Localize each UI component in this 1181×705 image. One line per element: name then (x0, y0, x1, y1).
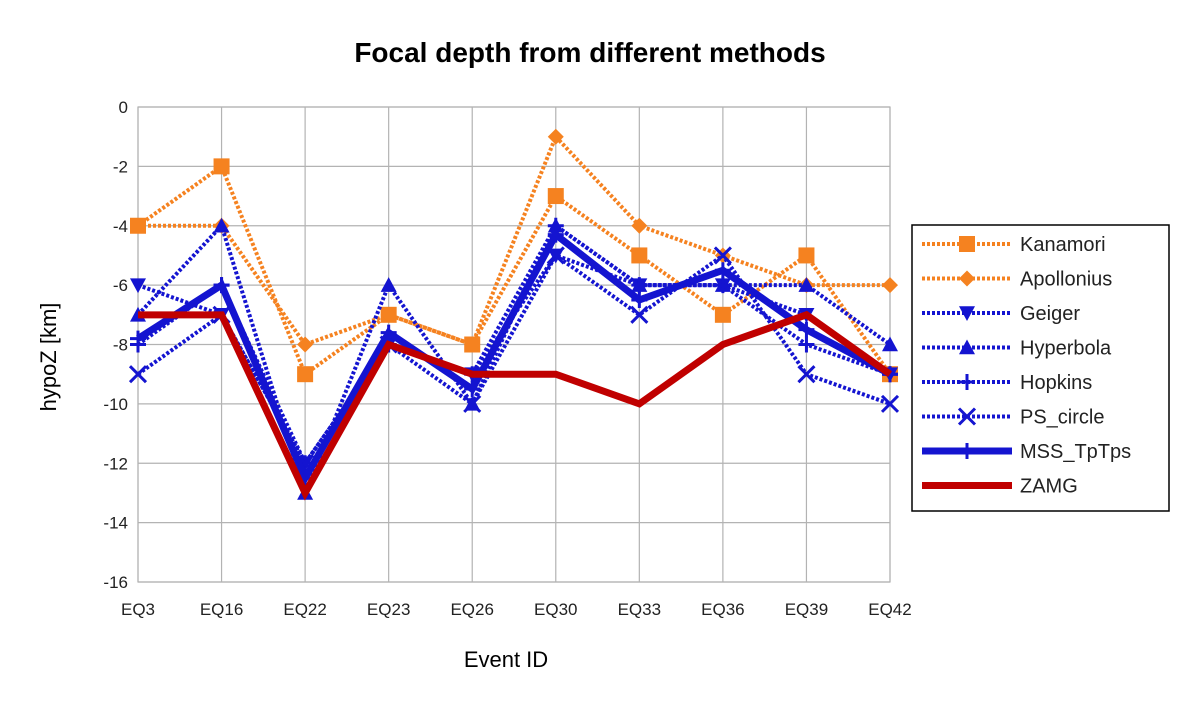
series-line (138, 310, 893, 501)
data-point (380, 324, 397, 341)
data-point (128, 365, 148, 384)
x-tick-label: EQ30 (534, 600, 577, 619)
data-point (959, 270, 975, 287)
legend-box (911, 224, 1170, 512)
series-mss-tptps (130, 226, 898, 487)
y-tick-label: -10 (103, 395, 128, 414)
y-axis-ticks: 0 -2 -4 -6 -8 -10 -12 -14 -16 (103, 98, 128, 592)
x-tick-label: EQ23 (367, 600, 410, 619)
legend-label: Geiger (1020, 303, 1080, 325)
legend-entry: Kanamori (922, 234, 1106, 256)
data-point (631, 217, 648, 234)
x-axis-ticks: EQ3 EQ16 EQ22 EQ23 EQ26 EQ30 EQ33 EQ36 EQ39 EQ42 (121, 600, 912, 619)
data-point (547, 188, 564, 205)
data-point (547, 128, 564, 145)
data-point (297, 366, 314, 383)
data-point (959, 443, 975, 459)
data-point (380, 306, 397, 323)
data-point (798, 247, 815, 264)
y-tick-label: -14 (103, 514, 128, 533)
data-point (798, 336, 815, 353)
data-point (714, 262, 731, 279)
x-axis-label: Event ID (464, 647, 548, 672)
series-layer (128, 128, 900, 501)
data-point (714, 277, 731, 294)
data-point (380, 277, 397, 292)
data-point (464, 381, 481, 398)
data-point (130, 278, 146, 294)
x-tick-label: EQ39 (785, 600, 828, 619)
legend-entry: Apollonius (922, 269, 1112, 291)
data-point (713, 246, 732, 265)
y-tick-label: -16 (103, 573, 128, 592)
x-tick-label: EQ26 (450, 600, 493, 619)
data-point (213, 158, 230, 175)
data-point (959, 306, 975, 321)
legend-label: Hopkins (1020, 372, 1092, 394)
data-point (130, 217, 146, 234)
y-tick-label: -6 (113, 276, 128, 295)
y-tick-label: -4 (113, 217, 128, 236)
data-point (630, 305, 649, 324)
chart-title: Focal depth from different methods (354, 37, 825, 68)
legend: Kanamori Apollonius Geiger Hyperbola Hopkins… (911, 224, 1170, 512)
legend-entry: ZAMG (922, 476, 1078, 498)
data-point (882, 277, 898, 294)
data-point (957, 407, 977, 426)
y-tick-label: 0 (119, 98, 128, 117)
data-point (714, 306, 731, 323)
legend-entry: Geiger (922, 303, 1080, 325)
legend-entry: Hyperbola (922, 338, 1112, 360)
y-tick-label: -12 (103, 454, 128, 473)
data-point (959, 374, 975, 390)
data-point (631, 277, 648, 294)
legend-entry: MSS_TpTps (922, 441, 1131, 463)
legend-label: Hyperbola (1020, 338, 1112, 360)
data-point (797, 365, 816, 384)
series-line (136, 229, 892, 486)
y-tick-label: -8 (113, 336, 128, 355)
series-zamg (138, 310, 893, 501)
series-line (136, 163, 892, 378)
y-axis-label: hypoZ [km] (36, 303, 61, 412)
series-line (138, 133, 890, 348)
x-tick-label: EQ16 (200, 600, 243, 619)
data-point (798, 321, 815, 338)
legend-label: MSS_TpTps (1020, 441, 1131, 463)
legend-entry: PS_circle (922, 407, 1104, 429)
legend-label: ZAMG (1020, 476, 1078, 498)
data-point (880, 394, 900, 413)
data-point (213, 217, 230, 233)
data-point (798, 277, 815, 292)
x-tick-label: EQ42 (868, 600, 911, 619)
data-point (464, 336, 481, 353)
legend-label: PS_circle (1020, 407, 1104, 429)
data-point (130, 330, 146, 347)
data-point (882, 336, 898, 352)
data-point (959, 339, 975, 355)
data-point (631, 291, 648, 308)
data-point (463, 394, 482, 413)
series-line (136, 221, 892, 499)
data-point (297, 336, 314, 353)
x-tick-label: EQ33 (618, 600, 661, 619)
series-kanamori (130, 158, 898, 383)
data-point (213, 277, 230, 294)
legend-label: Kanamori (1020, 234, 1106, 256)
y-tick-label: -2 (113, 157, 128, 176)
x-tick-label: EQ22 (283, 600, 326, 619)
legend-entry: Hopkins (922, 372, 1092, 394)
data-point (959, 236, 975, 252)
data-point (547, 226, 564, 243)
x-tick-label: EQ36 (701, 600, 744, 619)
data-point (631, 247, 648, 264)
x-tick-label: EQ3 (121, 600, 155, 619)
legend-label: Apollonius (1020, 269, 1112, 291)
